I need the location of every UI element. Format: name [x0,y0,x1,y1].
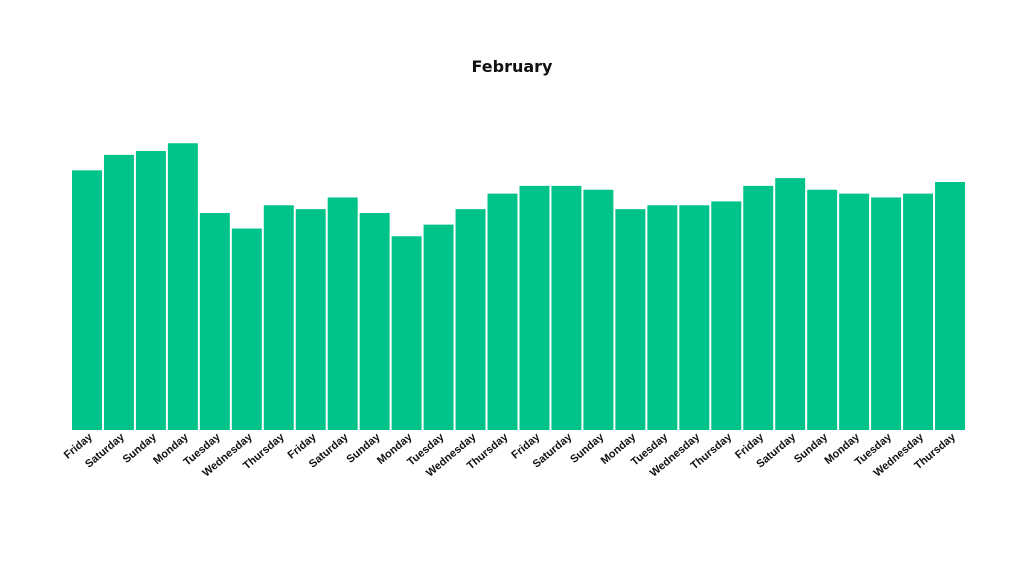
bar-23 [775,178,806,431]
bar-1 [72,170,102,431]
bar-24 [807,189,838,430]
bar-5 [199,213,230,430]
bar-6 [231,228,262,430]
bar-15 [519,185,550,431]
bar-22 [743,185,774,431]
bar-14 [487,193,518,431]
bar-28 [935,182,965,430]
bar-12 [423,224,454,431]
bar-20 [679,205,710,430]
bar-10 [359,213,390,430]
bar-27 [903,193,934,431]
bar-17 [583,189,614,430]
bar-2 [103,154,134,431]
bar-21 [711,201,742,431]
bar-7 [263,205,294,430]
bar-4 [167,143,198,430]
bar-8 [295,209,326,431]
bar-13 [455,209,486,431]
chart-title: February [471,57,553,76]
bar-11 [391,236,422,430]
bar-16 [551,185,582,431]
bar-18 [615,209,646,431]
bar-25 [839,193,870,431]
bar-9 [327,197,358,430]
bar-19 [647,205,678,430]
bar-3 [135,151,166,430]
bar-26 [871,197,902,430]
